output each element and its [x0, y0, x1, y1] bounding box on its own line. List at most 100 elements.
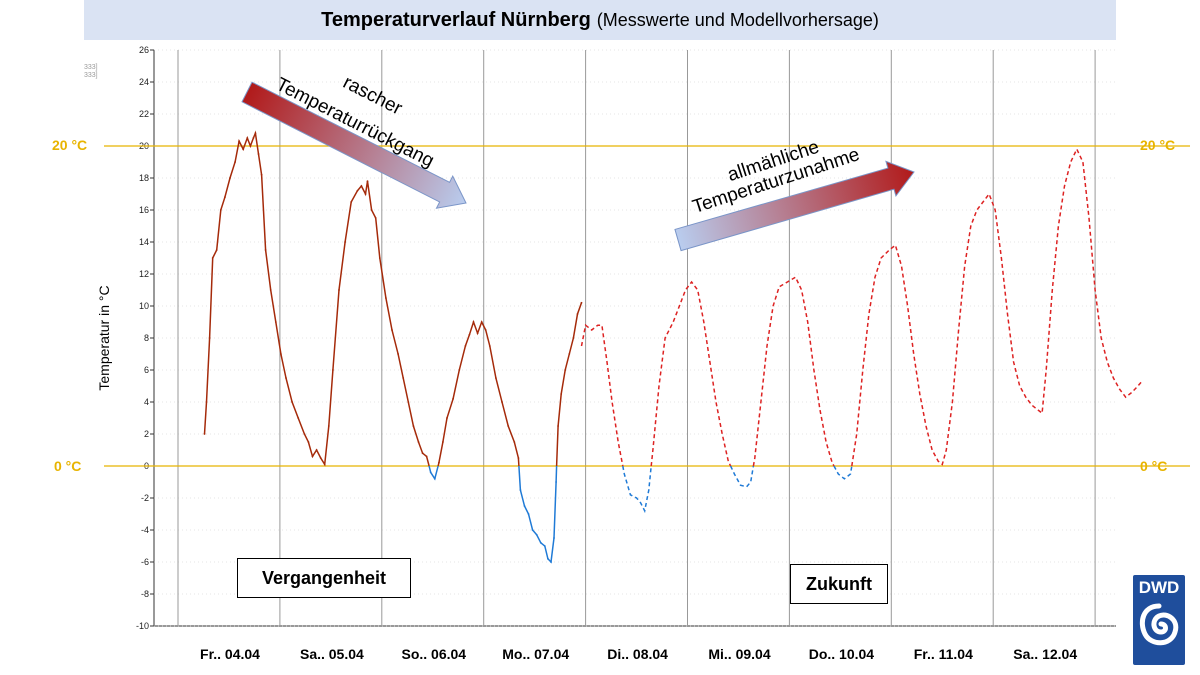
- forecast-series-segment: [833, 465, 853, 480]
- measured-series-point: [501, 401, 503, 403]
- measured-series-point: [527, 513, 530, 515]
- measured-series-point: [323, 463, 326, 466]
- measured-series-point: [425, 455, 428, 458]
- measured-series-point: [229, 177, 231, 179]
- measured-series-point: [407, 401, 410, 403]
- measured-series-point: [203, 433, 206, 435]
- measured-series-point: [219, 209, 222, 211]
- forecast-series-segment: [729, 465, 755, 488]
- x-tick-label: So.. 06.04: [401, 646, 467, 662]
- measured-series-segment: [203, 130, 430, 467]
- measured-series-point: [257, 153, 260, 155]
- measured-series-point: [311, 455, 314, 458]
- measured-series-point: [385, 297, 387, 299]
- dwd-logo-text: DWD: [1138, 578, 1180, 597]
- ref-label-0-left: 0 °C: [54, 458, 82, 474]
- measured-series-point: [246, 137, 249, 139]
- measured-series-point: [412, 425, 415, 427]
- measured-series-point: [553, 537, 555, 539]
- measured-series-point: [480, 321, 483, 323]
- measured-series-point: [576, 313, 579, 315]
- measured-series-point: [338, 289, 340, 291]
- measured-series-point: [452, 397, 454, 400]
- x-tick-label: Mi.. 09.04: [708, 646, 771, 662]
- measured-series-point: [364, 193, 367, 195]
- forecast-series-segment: [622, 465, 652, 514]
- measured-series-point: [327, 425, 330, 427]
- x-tick-label: Di.. 08.04: [607, 646, 668, 662]
- y-tick-label: 14: [139, 237, 149, 247]
- measured-series-point: [442, 441, 444, 443]
- measured-series-point: [205, 401, 208, 403]
- forecast-series-segment: [851, 147, 1143, 467]
- measured-series-point: [269, 289, 272, 291]
- measured-series-point: [421, 452, 424, 455]
- y-tick-label: 10: [139, 301, 149, 311]
- y-tick-label: 4: [144, 397, 149, 407]
- x-tick-label: Mo.. 07.04: [502, 646, 570, 662]
- measured-series-point: [254, 132, 257, 135]
- y-tick-label: 2: [144, 429, 149, 439]
- dwd-logo: DWD: [1133, 575, 1185, 665]
- measured-series-point: [464, 345, 467, 347]
- measured-series-point: [560, 393, 563, 395]
- x-tick-label: Do.. 10.04: [808, 646, 875, 662]
- chart-title: Temperaturverlauf Nürnberg (Messwerte un…: [84, 0, 1116, 40]
- measured-series-point: [568, 353, 571, 355]
- measured-series-point: [285, 377, 287, 379]
- y-axis-label: Temperatur in °C: [96, 285, 112, 391]
- measured-series-point: [374, 217, 377, 219]
- measured-series-point: [555, 481, 557, 483]
- y-tick-label: -2: [141, 493, 149, 503]
- y-tick-label: 12: [139, 269, 149, 279]
- measured-series-point: [517, 457, 520, 459]
- measured-series-point: [366, 180, 369, 183]
- measured-series-point: [572, 337, 575, 339]
- measured-series-point: [523, 505, 526, 507]
- past-label-box: Vergangenheit: [237, 558, 411, 598]
- measured-series-point: [433, 477, 436, 480]
- measured-series-point: [580, 301, 583, 304]
- measured-series-point: [242, 148, 245, 151]
- measured-series-point: [370, 209, 373, 211]
- measured-series-point: [476, 332, 479, 335]
- increase-arrow: [674, 160, 915, 252]
- y-tick-label: 16: [139, 205, 149, 215]
- measured-series-segment: [555, 302, 583, 467]
- forecast-series-segment: [650, 280, 732, 467]
- measured-series-point: [274, 321, 277, 323]
- tiny-mark-1: 333]: [84, 64, 98, 71]
- measured-series-point: [535, 533, 538, 536]
- y-tick-label: 6: [144, 365, 149, 375]
- measured-series-point: [484, 329, 487, 331]
- y-tick-label: -8: [141, 589, 149, 599]
- measured-series-point: [507, 425, 510, 427]
- forecast-series-segment: [752, 276, 835, 467]
- measured-series-point: [495, 377, 497, 379]
- y-tick-label: 24: [139, 77, 149, 87]
- measured-series-point: [468, 333, 471, 336]
- measured-series-point: [550, 561, 552, 563]
- ref-label-20-right: 20 °C: [1140, 137, 1176, 153]
- measured-series-point: [332, 369, 334, 371]
- ref-label-0-right: 0 °C: [1140, 458, 1168, 474]
- y-tick-label: 22: [139, 109, 149, 119]
- x-tick-label: Fr.. 11.04: [913, 646, 973, 662]
- measured-series-point: [297, 417, 300, 419]
- measured-series-point: [446, 417, 448, 419]
- x-tick-label: Sa.. 12.04: [1013, 646, 1078, 662]
- tiny-mark-2: 333]: [84, 72, 98, 79]
- y-tick-label: -10: [136, 621, 149, 631]
- measured-series-point: [224, 196, 226, 199]
- measured-series-point: [417, 441, 420, 443]
- measured-series-point: [564, 369, 567, 371]
- measured-series-segment: [518, 465, 558, 564]
- x-tick-label: Sa.. 05.04: [299, 646, 364, 662]
- measured-series-point: [319, 457, 322, 459]
- measured-series-point: [238, 140, 241, 143]
- measured-series-point: [539, 541, 542, 544]
- measured-series-point: [438, 461, 440, 464]
- chart-title-sub: (Messwerte und Modellvorhersage): [596, 9, 879, 30]
- decrease-arrow: [241, 81, 467, 209]
- dwd-swirl-icon: [1139, 603, 1179, 646]
